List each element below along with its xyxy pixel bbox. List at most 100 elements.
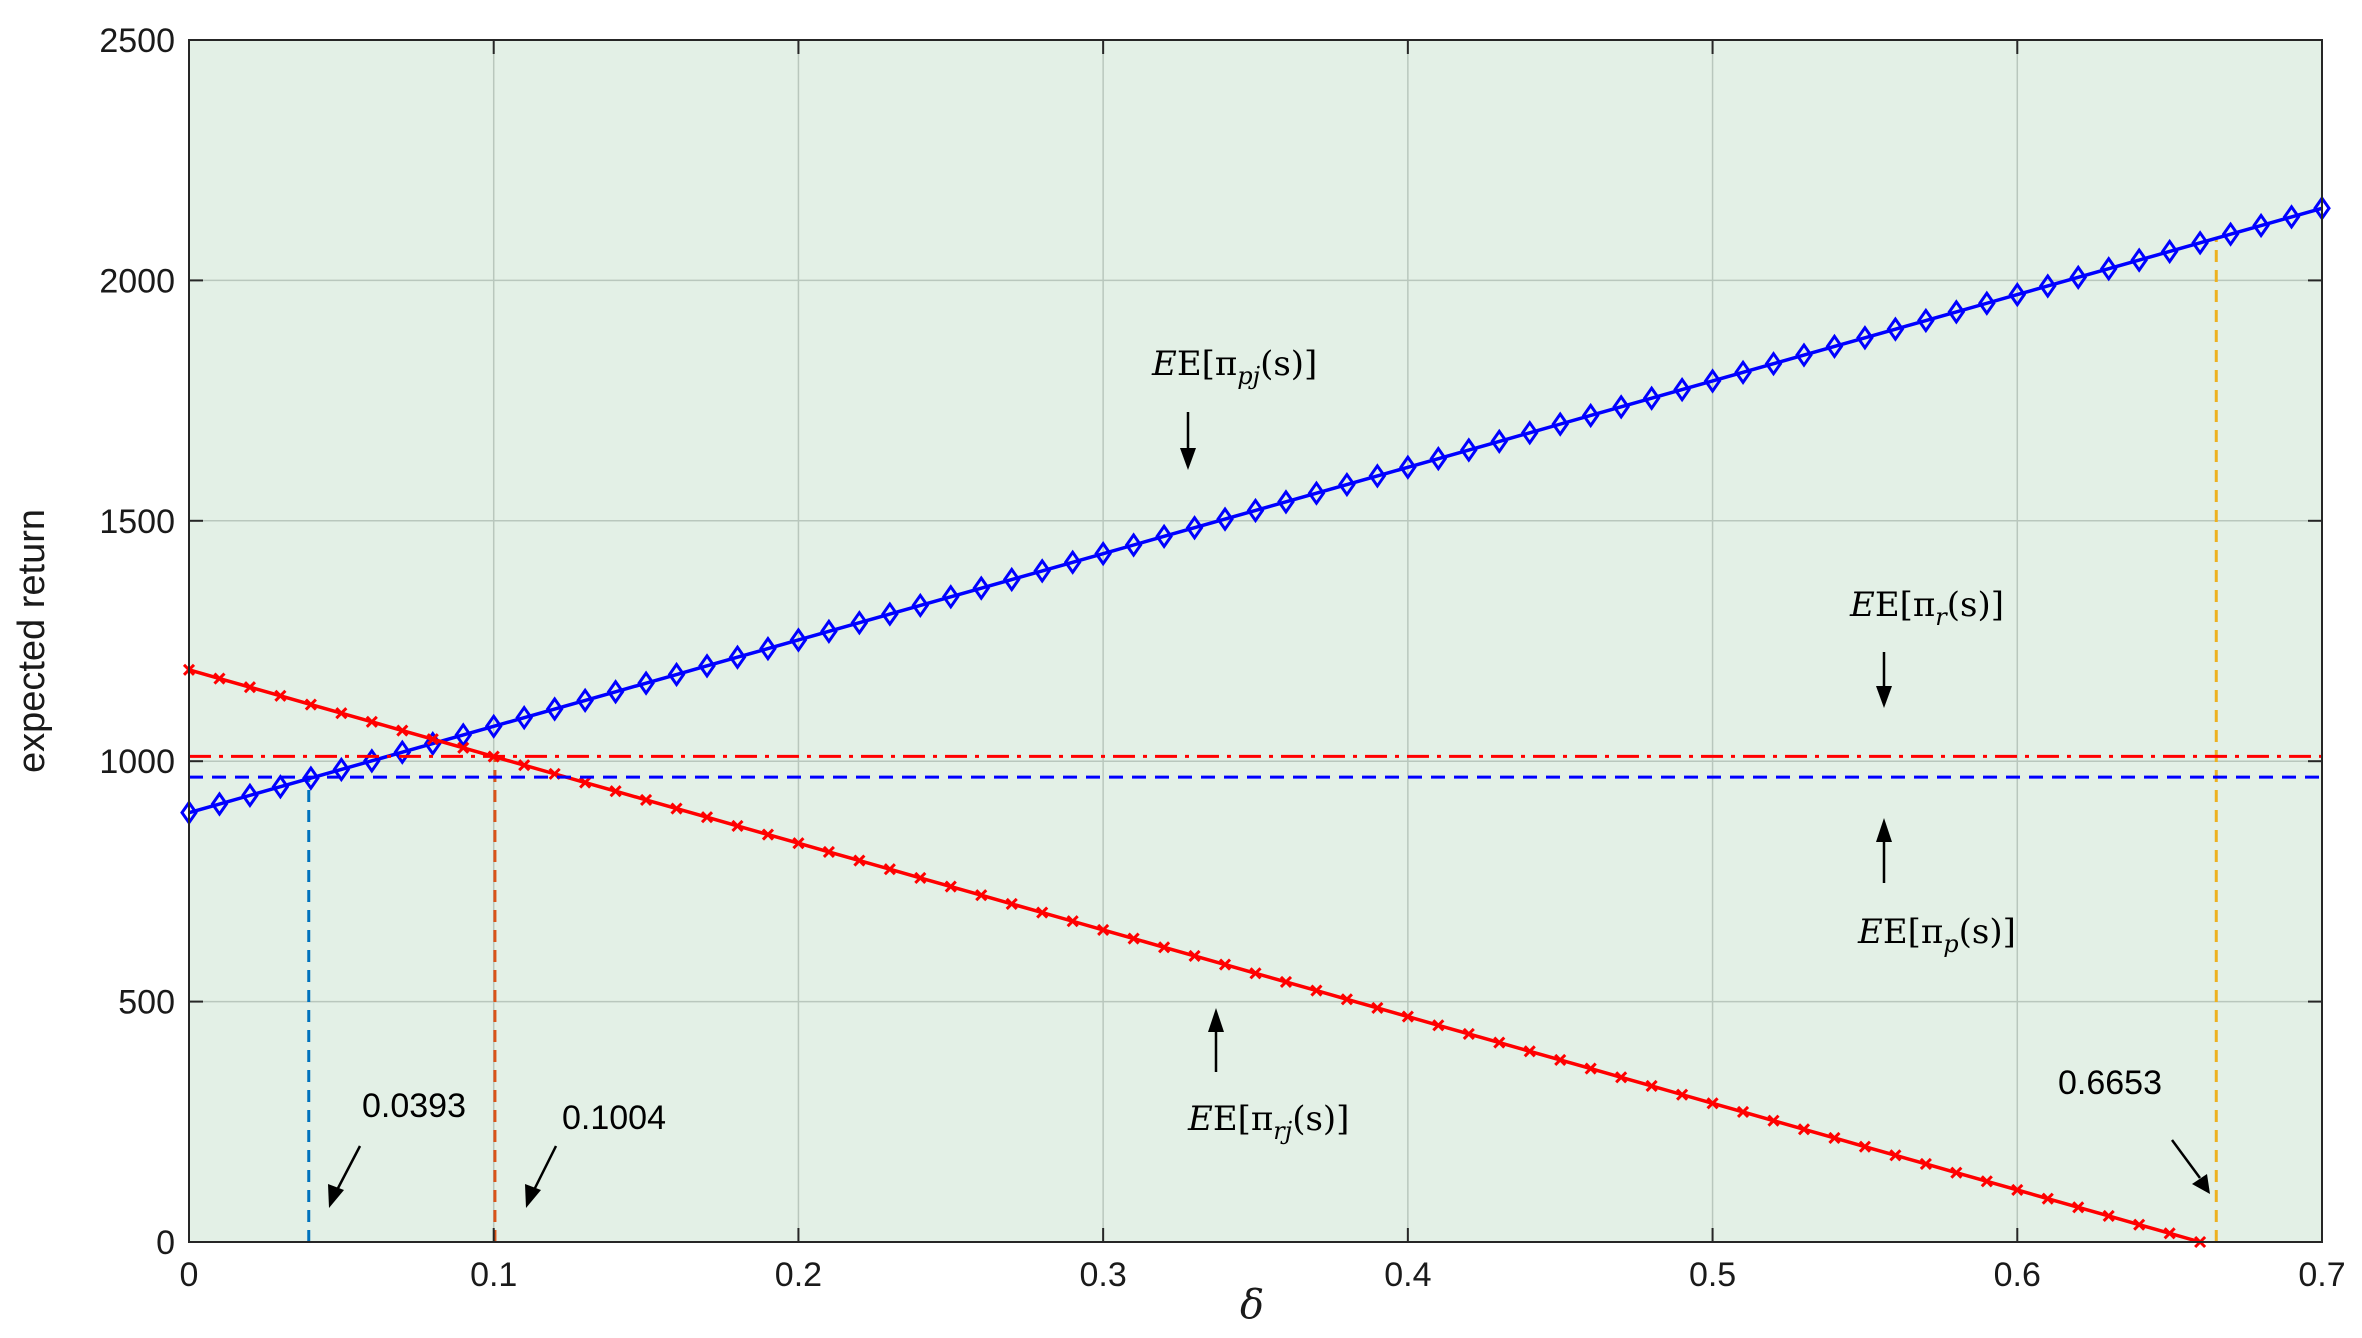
- point-rj: [2011, 1183, 2024, 1197]
- y-tick-label: 1500: [99, 503, 175, 541]
- x-tick-label: 0: [180, 1256, 199, 1294]
- point-pj: [1612, 394, 1630, 420]
- point-pj: [1307, 480, 1326, 506]
- point-pj: [1094, 541, 1112, 567]
- point-pj: [1734, 359, 1752, 385]
- point-pj: [789, 627, 808, 653]
- point-rj: [1462, 1027, 1475, 1041]
- point-rj: [1127, 932, 1140, 945]
- point-rj: [792, 837, 805, 850]
- point-rj: [1523, 1045, 1536, 1058]
- point-rj: [1036, 906, 1049, 919]
- point-pj: [2160, 238, 2179, 265]
- point-pj: [728, 644, 747, 670]
- y-tick-label: 1000: [99, 743, 175, 781]
- point-pj: [241, 782, 259, 808]
- point-rj: [1919, 1157, 1932, 1171]
- point-pj: [1185, 515, 1204, 541]
- point-rj: [914, 871, 927, 884]
- point-pj: [1551, 411, 1570, 437]
- point-pj: [1063, 549, 1082, 575]
- point-pj: [637, 670, 655, 696]
- point-pj: [1246, 497, 1265, 524]
- point-rj: [1218, 958, 1232, 971]
- ticks: [188, 39, 2323, 1243]
- point-pj: [2191, 230, 2209, 256]
- point-rj: [304, 698, 317, 711]
- point-pj: [2130, 247, 2149, 273]
- series-label-p-tail: (s)]: [1959, 912, 2016, 952]
- point-rj: [1797, 1123, 1811, 1136]
- arrow-marker-1: [525, 1145, 558, 1208]
- series-label-pj: EE[πpj(s)]: [1151, 344, 1317, 390]
- point-pj: [1825, 333, 1844, 360]
- point-rj: [670, 802, 683, 815]
- point-rj: [1493, 1036, 1506, 1049]
- point-rj: [1676, 1088, 1689, 1101]
- point-rj: [1615, 1071, 1628, 1084]
- point-rj: [2163, 1227, 2176, 1240]
- series-label-pj-sub: pj: [1237, 362, 1260, 390]
- point-rj: [1371, 1001, 1384, 1014]
- point-pj: [941, 584, 960, 610]
- point-rj: [1279, 975, 1293, 988]
- point-rj: [944, 880, 957, 893]
- point-pj: [2252, 212, 2270, 239]
- marker-label-1: 0.1004: [562, 1099, 666, 1137]
- point-pj: [1886, 316, 1905, 342]
- marker-label-2: 0.6653: [2058, 1064, 2162, 1102]
- point-rj: [731, 819, 744, 832]
- point-pj: [1490, 428, 1509, 455]
- point-rj: [1066, 915, 1079, 928]
- point-pj: [576, 687, 594, 714]
- x-tick-label: 0.2: [775, 1256, 822, 1294]
- point-rj: [975, 889, 988, 902]
- point-rj: [609, 785, 622, 798]
- point-rj: [457, 741, 470, 754]
- point-pj: [1764, 351, 1783, 377]
- point-rj: [1554, 1053, 1567, 1067]
- point-pj: [1947, 299, 1966, 325]
- x-tick-label: 0.6: [1994, 1256, 2041, 1294]
- arrow-marker-2: [2170, 1139, 2210, 1194]
- point-rj: [822, 845, 835, 858]
- arrow-marker-0: [328, 1145, 362, 1208]
- point-rj: [1767, 1114, 1780, 1127]
- x-tick-label: 0.4: [1384, 1256, 1431, 1294]
- arrow-p: [1876, 818, 1892, 883]
- point-rj: [1706, 1097, 1719, 1110]
- point-rj: [1005, 897, 1018, 910]
- point-rj: [700, 811, 714, 824]
- point-pj: [2069, 264, 2088, 290]
- point-pj: [2038, 273, 2057, 299]
- point-pj: [698, 653, 716, 679]
- point-pj: [1459, 437, 1478, 463]
- point-pj: [2008, 282, 2027, 308]
- point-rj: [2102, 1209, 2115, 1223]
- series-label-r-tail: (s)]: [1947, 585, 2004, 625]
- point-rj: [1340, 993, 1353, 1006]
- series-label-p-sub: p: [1943, 930, 1958, 958]
- point-rj: [1401, 1010, 1414, 1023]
- arrow-pj: [1180, 412, 1196, 470]
- series-line-pj: [188, 206, 2323, 815]
- point-pj: [484, 713, 503, 739]
- point-pj: [1216, 506, 1234, 532]
- point-pj: [1124, 532, 1143, 558]
- series-layer: [180, 195, 2331, 1249]
- point-pj: [2282, 204, 2301, 230]
- point-pj: [972, 575, 991, 601]
- series-label-rj-sub: rj: [1273, 1117, 1292, 1145]
- point-rj: [335, 707, 348, 720]
- series-label-rj-base: E[π: [1213, 1099, 1273, 1139]
- point-rj: [761, 828, 775, 841]
- point-rj: [1249, 967, 1262, 980]
- x-tick-label: 0.7: [2298, 1256, 2345, 1294]
- point-pj: [1520, 420, 1539, 446]
- point-pj: [1338, 471, 1356, 498]
- point-rj: [365, 715, 378, 728]
- series-rj: [182, 663, 2207, 1249]
- point-rj: [1736, 1105, 1750, 1119]
- point-pj: [1703, 368, 1722, 394]
